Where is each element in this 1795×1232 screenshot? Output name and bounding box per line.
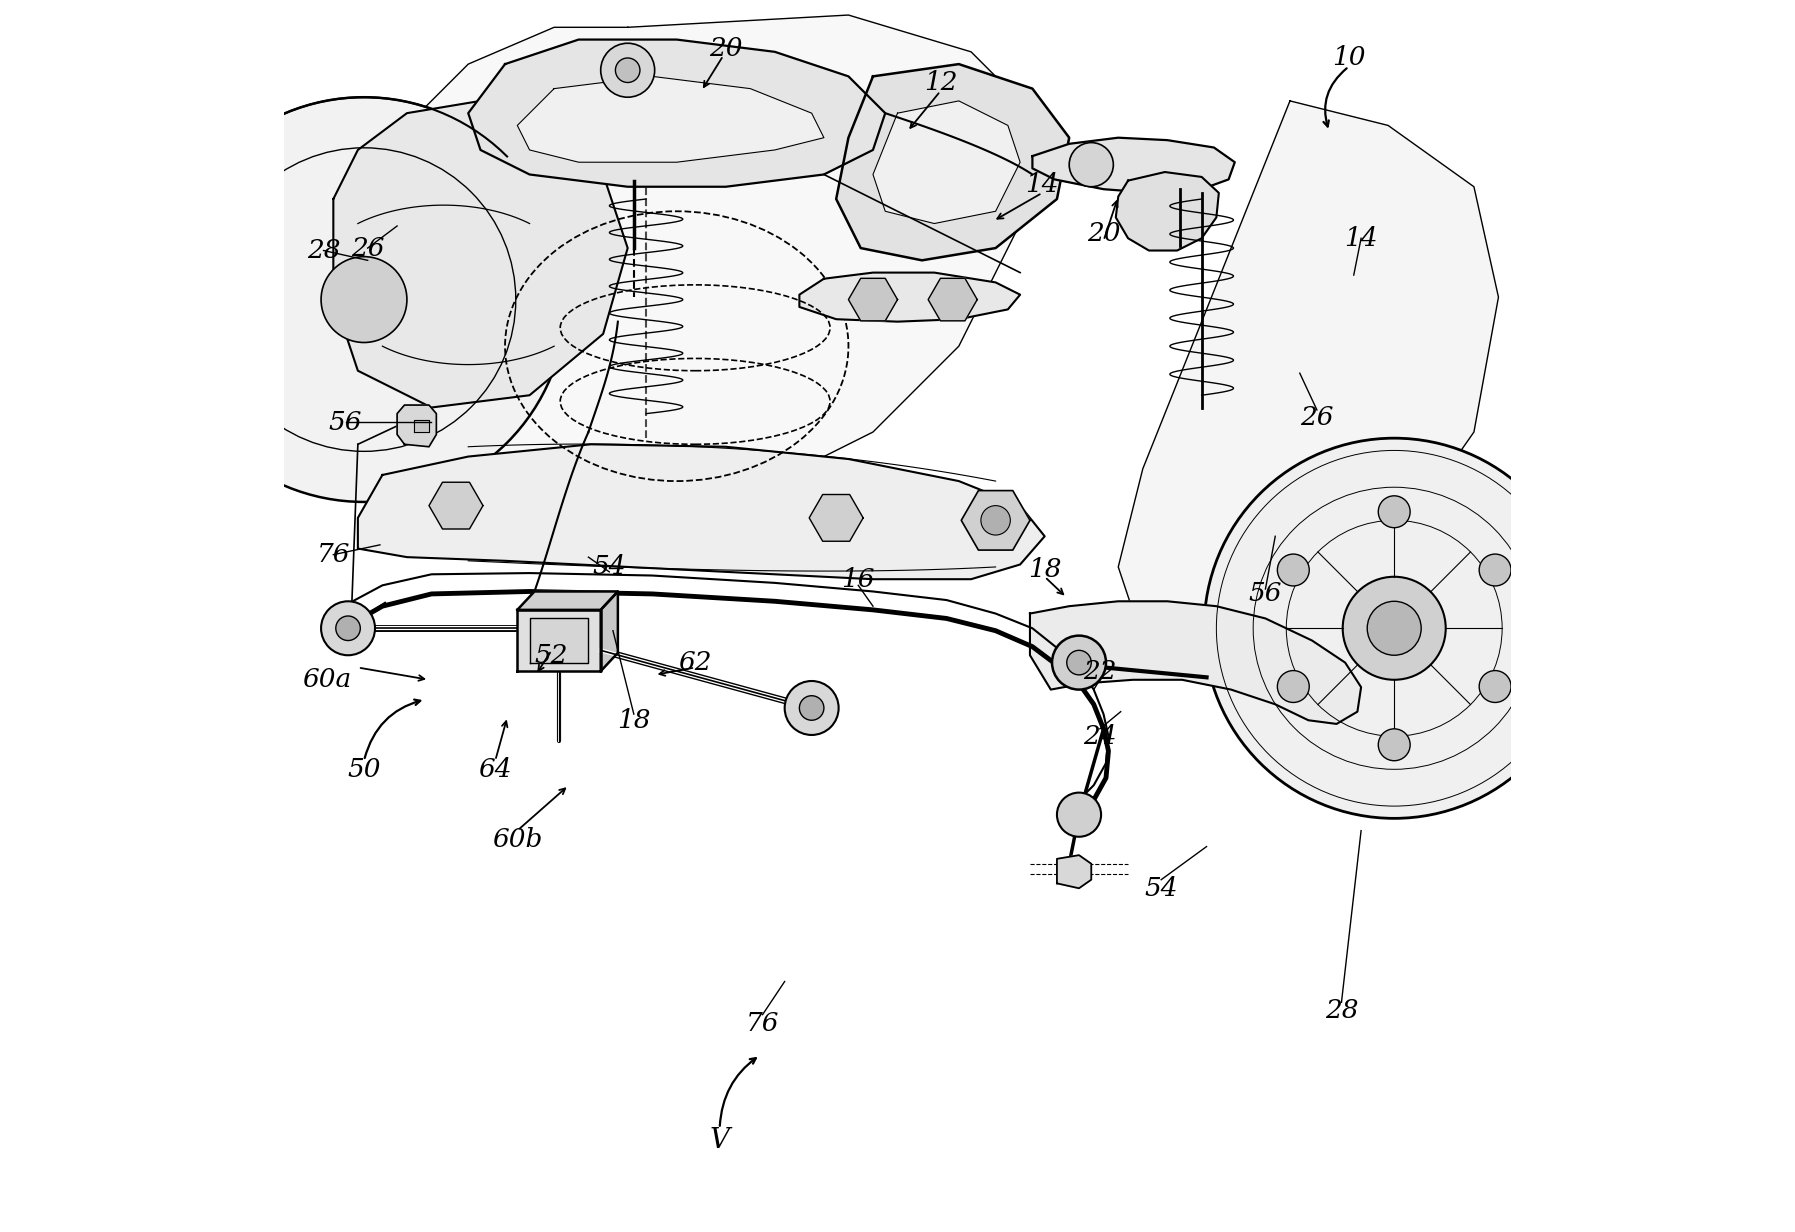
Polygon shape [468,39,885,187]
Text: 54: 54 [592,554,626,579]
Polygon shape [810,494,863,541]
Text: 28: 28 [1325,998,1359,1024]
Text: 28: 28 [307,238,341,262]
Text: 26: 26 [352,235,384,260]
Text: 76: 76 [747,1010,779,1036]
Text: 24: 24 [1082,723,1116,749]
Text: 18: 18 [1029,557,1061,582]
Polygon shape [1030,601,1361,724]
Text: 16: 16 [842,567,874,591]
Text: 62: 62 [679,650,713,675]
Circle shape [162,97,567,501]
Text: 60b: 60b [492,827,542,851]
Polygon shape [517,76,824,163]
Polygon shape [397,405,436,447]
Circle shape [1066,650,1091,675]
Circle shape [1379,495,1411,527]
Text: 56: 56 [1249,582,1282,606]
Circle shape [336,616,361,641]
Polygon shape [799,272,1020,322]
Polygon shape [1057,855,1091,888]
Circle shape [321,601,375,655]
Polygon shape [1118,101,1499,665]
Text: 22: 22 [1082,659,1116,684]
Polygon shape [517,591,617,610]
Circle shape [1479,554,1511,586]
Text: 52: 52 [535,643,569,668]
Polygon shape [601,591,617,671]
Polygon shape [429,482,483,529]
Text: 54: 54 [1145,876,1178,901]
Text: 14: 14 [1025,171,1059,197]
Polygon shape [327,610,361,647]
Text: 12: 12 [924,70,957,95]
Circle shape [321,256,407,342]
Text: 18: 18 [617,707,650,733]
Circle shape [1379,729,1411,760]
Circle shape [1052,636,1106,690]
Polygon shape [1032,138,1235,193]
Circle shape [1343,577,1445,680]
Circle shape [784,681,838,736]
Circle shape [1070,143,1113,187]
Text: 64: 64 [479,756,512,782]
Circle shape [616,58,641,83]
Polygon shape [415,420,429,432]
Polygon shape [849,278,898,320]
Circle shape [1278,554,1309,586]
Text: 50: 50 [346,756,381,782]
Polygon shape [357,445,1045,579]
Circle shape [1368,601,1422,655]
Text: 10: 10 [1332,46,1366,70]
Text: V: V [709,1127,729,1154]
Circle shape [980,505,1011,535]
Polygon shape [334,15,1045,517]
Circle shape [1278,670,1309,702]
Polygon shape [530,618,589,663]
Polygon shape [962,490,1030,549]
Text: 20: 20 [1086,221,1120,246]
Polygon shape [928,278,976,320]
Text: 76: 76 [316,542,350,567]
Circle shape [1204,439,1585,818]
Polygon shape [872,101,1020,223]
Text: 60a: 60a [303,668,352,692]
Circle shape [601,43,655,97]
Circle shape [1479,670,1511,702]
Polygon shape [836,64,1070,260]
Text: 20: 20 [709,36,743,60]
Circle shape [799,696,824,721]
Circle shape [1057,792,1100,837]
Polygon shape [1116,172,1219,250]
Polygon shape [517,610,601,671]
Polygon shape [334,101,628,408]
Text: 14: 14 [1344,225,1379,251]
Text: 26: 26 [1300,405,1334,430]
Text: 56: 56 [328,410,363,435]
